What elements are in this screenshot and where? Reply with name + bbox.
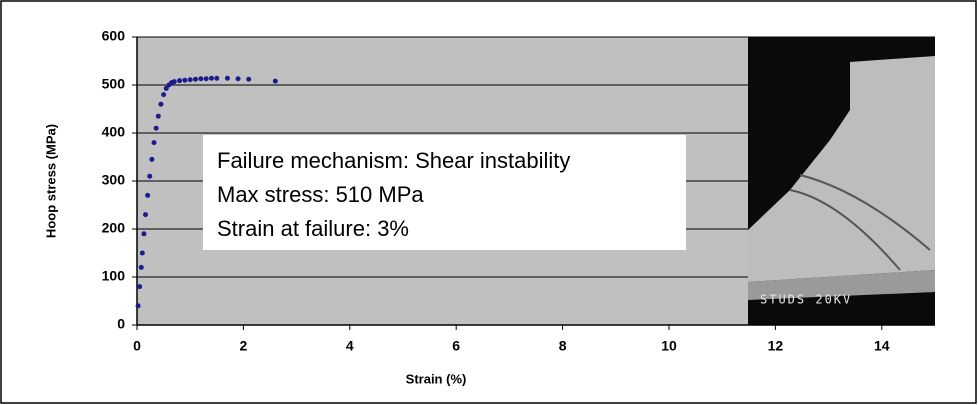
x-axis-title: Strain (%): [406, 371, 467, 386]
data-point: [224, 75, 230, 81]
y-axis-title: Hoop stress (MPa): [43, 124, 58, 238]
annotation: Failure mechanism: Shear instability: [217, 148, 570, 173]
data-point: [272, 78, 278, 84]
data-point: [153, 125, 159, 131]
data-point: [177, 78, 183, 84]
data-point: [198, 76, 204, 82]
data-point: [145, 192, 151, 198]
data-point: [158, 101, 164, 107]
data-point: [193, 76, 199, 82]
data-point: [235, 76, 241, 82]
annotation: Max stress: 510 MPa: [217, 182, 424, 207]
data-point: [182, 77, 188, 83]
data-point: [208, 75, 214, 81]
data-point: [135, 303, 141, 309]
data-point: [141, 231, 147, 237]
data-point: [203, 76, 209, 82]
x-tick-label: 6: [452, 338, 460, 354]
x-tick-label: 8: [559, 338, 567, 354]
x-tick-label: 4: [346, 338, 354, 354]
y-tick-label: 100: [102, 268, 126, 284]
x-tick-label: 14: [874, 338, 890, 354]
data-point: [187, 77, 193, 83]
data-point: [214, 75, 220, 81]
y-tick-label: 400: [102, 124, 126, 140]
y-tick-label: 600: [102, 28, 126, 44]
data-point: [171, 79, 177, 85]
data-point: [147, 173, 153, 179]
data-point: [138, 264, 144, 270]
y-tick-label: 300: [102, 172, 126, 188]
data-point: [143, 212, 149, 218]
y-tick-label: 500: [102, 76, 126, 92]
y-tick-label: 200: [102, 220, 126, 236]
x-tick-label: 10: [661, 338, 677, 354]
data-point: [155, 113, 161, 119]
data-point: [163, 85, 169, 91]
data-point: [151, 140, 157, 146]
y-tick-label: 0: [117, 316, 125, 332]
x-tick-label: 2: [240, 338, 248, 354]
inset-label: STUDS 20KV: [760, 293, 852, 307]
annotation: Strain at failure: 3%: [217, 216, 409, 241]
inset-image: STUDS 20KV: [748, 37, 935, 326]
x-tick-label: 0: [133, 338, 141, 354]
x-tick-label: 12: [768, 338, 784, 354]
data-point: [137, 284, 143, 290]
data-point: [161, 92, 167, 98]
data-point: [149, 156, 155, 162]
data-point: [246, 76, 252, 82]
annotation-box: Failure mechanism: Shear instability Max…: [203, 135, 686, 250]
data-point: [139, 250, 145, 256]
